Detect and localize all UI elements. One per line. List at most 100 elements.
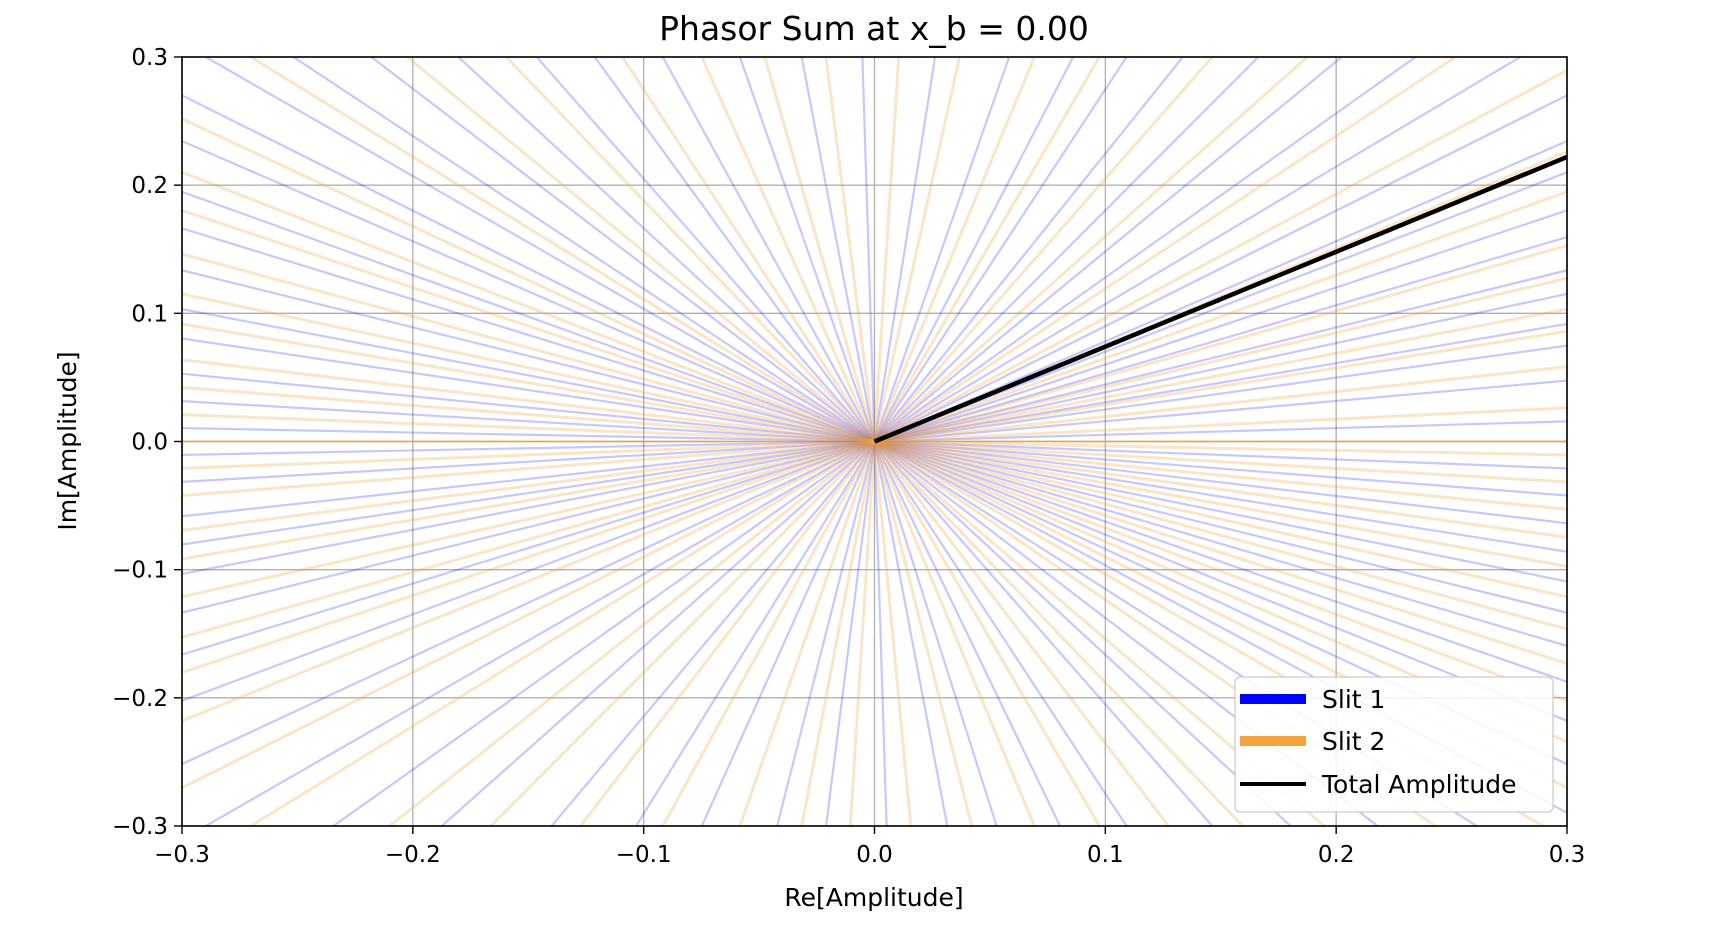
slit-1-phasor-20	[861, 57, 876, 443]
slit-1-phasor-57	[873, 440, 888, 826]
slit-1-phasor-59	[873, 440, 998, 826]
x-axis-label: Re[Amplitude]	[784, 883, 963, 912]
slit-1-phasor-24	[593, 57, 876, 443]
x-tick-label-6: 0.3	[1549, 842, 1586, 868]
y-tick-label-0: −0.3	[112, 814, 168, 840]
slit-2-phasor-16	[873, 57, 901, 443]
slit-2-phasor-56	[873, 440, 1245, 826]
slit-1-phasor-34	[182, 269, 876, 443]
slit-1-phasor-12	[873, 57, 1418, 443]
slit-2-phasor-30	[182, 358, 876, 443]
slit-2-phasor-46	[578, 440, 876, 826]
slit-2-phasor-24	[182, 117, 876, 443]
slit-1-phasor-6	[873, 235, 1567, 443]
slit-2-phasor-65	[873, 440, 1567, 599]
slit-2-phasor-57	[873, 440, 1327, 826]
slit-1-phasor-39	[182, 426, 876, 443]
slit-2-phasor-54	[873, 440, 1102, 826]
slit-2-phasor-36	[182, 440, 876, 532]
slit-2-phasor-55	[873, 440, 1171, 826]
slit-2-phasor-11	[873, 57, 1310, 443]
slit-2-phasor-37	[182, 440, 876, 561]
slit-2-phasor-26	[182, 208, 876, 443]
legend-label-slit-1: Slit 1	[1322, 685, 1385, 714]
slit-1-phasor-31	[182, 139, 876, 443]
slit-1-phasor-51	[440, 440, 876, 826]
y-tick-label-5: 0.2	[131, 173, 168, 199]
slit-2-phasor-21	[504, 57, 876, 443]
slit-1-phasor-38	[182, 399, 876, 443]
slit-1-phasor-11	[873, 57, 1523, 443]
slit-2-phasor-61	[873, 440, 1567, 744]
slit-2-phasor-48	[738, 440, 876, 826]
slit-2-phasor-70	[873, 440, 1567, 457]
slit-2-phasor-18	[763, 57, 876, 443]
slit-2-phasor-23	[248, 57, 876, 443]
slit-1-phasor-46	[182, 440, 876, 656]
slit-1-phasor-28	[291, 57, 876, 443]
slit-1-phasor-58	[873, 440, 949, 826]
slit-1-phasor-63	[873, 440, 1293, 826]
slit-2-phasor-28	[182, 292, 876, 443]
legend-label-slit-2: Slit 2	[1322, 727, 1385, 756]
total-amplitude-line	[873, 154, 1567, 444]
slit-2-phasor-34	[182, 440, 876, 470]
x-tick-label-3: 0.0	[856, 842, 893, 868]
slit-1-phasor-3	[873, 322, 1567, 443]
slit-2-phasor-4	[873, 307, 1567, 443]
slit-1-phasor-8	[873, 171, 1567, 443]
slit-1-phasor-70	[873, 440, 1567, 648]
slit-2-phasor-51	[873, 440, 913, 826]
slit-2-phasor-3	[873, 329, 1567, 443]
slit-2-phasor-69	[873, 440, 1567, 484]
slit-2-phasor-7	[873, 190, 1567, 443]
slit-1-phasor-4	[873, 292, 1567, 443]
slit-2-phasor-5	[873, 276, 1567, 443]
slit-1-phasor-42	[182, 440, 876, 518]
slit-1-phasor-74	[873, 440, 1567, 525]
slit-1-phasor-14	[873, 57, 1260, 443]
legend-frame	[1234, 676, 1554, 813]
slit-2-phasor-67	[873, 440, 1567, 539]
slit-1-phasor-13	[873, 57, 1344, 443]
slit-1-phasor-7	[873, 209, 1567, 443]
legend: Slit 1 Slit 2 Total Amplitude	[1234, 676, 1554, 813]
slit-2-phasor-45	[488, 440, 876, 826]
slit-1-phasor-41	[182, 440, 876, 484]
y-tick-label-2: −0.1	[112, 558, 168, 584]
slit-2-phasor-31	[182, 385, 876, 443]
slit-2-phasor-10	[873, 57, 1459, 443]
slit-1-phasor-64	[873, 440, 1380, 826]
slit-1-phasor-15	[873, 57, 1185, 443]
slit-1-phasor-62	[873, 440, 1214, 826]
slit-2-phasor-63	[873, 440, 1567, 666]
slit-1-phasor-33	[182, 227, 876, 443]
slit-2-phasor-9	[873, 68, 1567, 443]
slit-1-phasor-5	[873, 269, 1567, 443]
slit-1-phasor-1	[873, 379, 1567, 443]
slit-1-phasor-61	[873, 440, 1128, 826]
x-tick-label-1: −0.2	[385, 842, 441, 868]
slit-1-phasor-32	[182, 190, 876, 443]
slit-1-phasor-2	[873, 344, 1567, 443]
slit-1-phasor-50	[331, 440, 876, 826]
slit-2-phasor-25	[182, 170, 876, 443]
slit-2-phasor-35	[182, 440, 876, 498]
slit-2-phasor-13	[873, 57, 1102, 443]
slit-1-phasor-48	[182, 440, 876, 766]
slit-1-phasor-53	[634, 440, 876, 826]
slit-2-phasor-6	[873, 244, 1567, 443]
x-tick-label-0: −0.3	[154, 842, 210, 868]
y-tick-label-3: 0.0	[131, 430, 168, 456]
slit-2-phasor-40	[182, 440, 876, 675]
slit-1-phasor-16	[873, 57, 1128, 443]
slit-1-phasor-35	[182, 307, 876, 443]
slit-1-phasor-43	[182, 440, 876, 546]
slit-1-phasor-36	[182, 337, 876, 443]
slit-1-phasor-72	[873, 440, 1567, 583]
y-tick-label-6: 0.3	[131, 45, 168, 71]
slit-2-phasor-22	[405, 57, 876, 443]
slit-1-phasor-68	[873, 440, 1567, 723]
slit-1-phasor-49	[203, 440, 876, 826]
